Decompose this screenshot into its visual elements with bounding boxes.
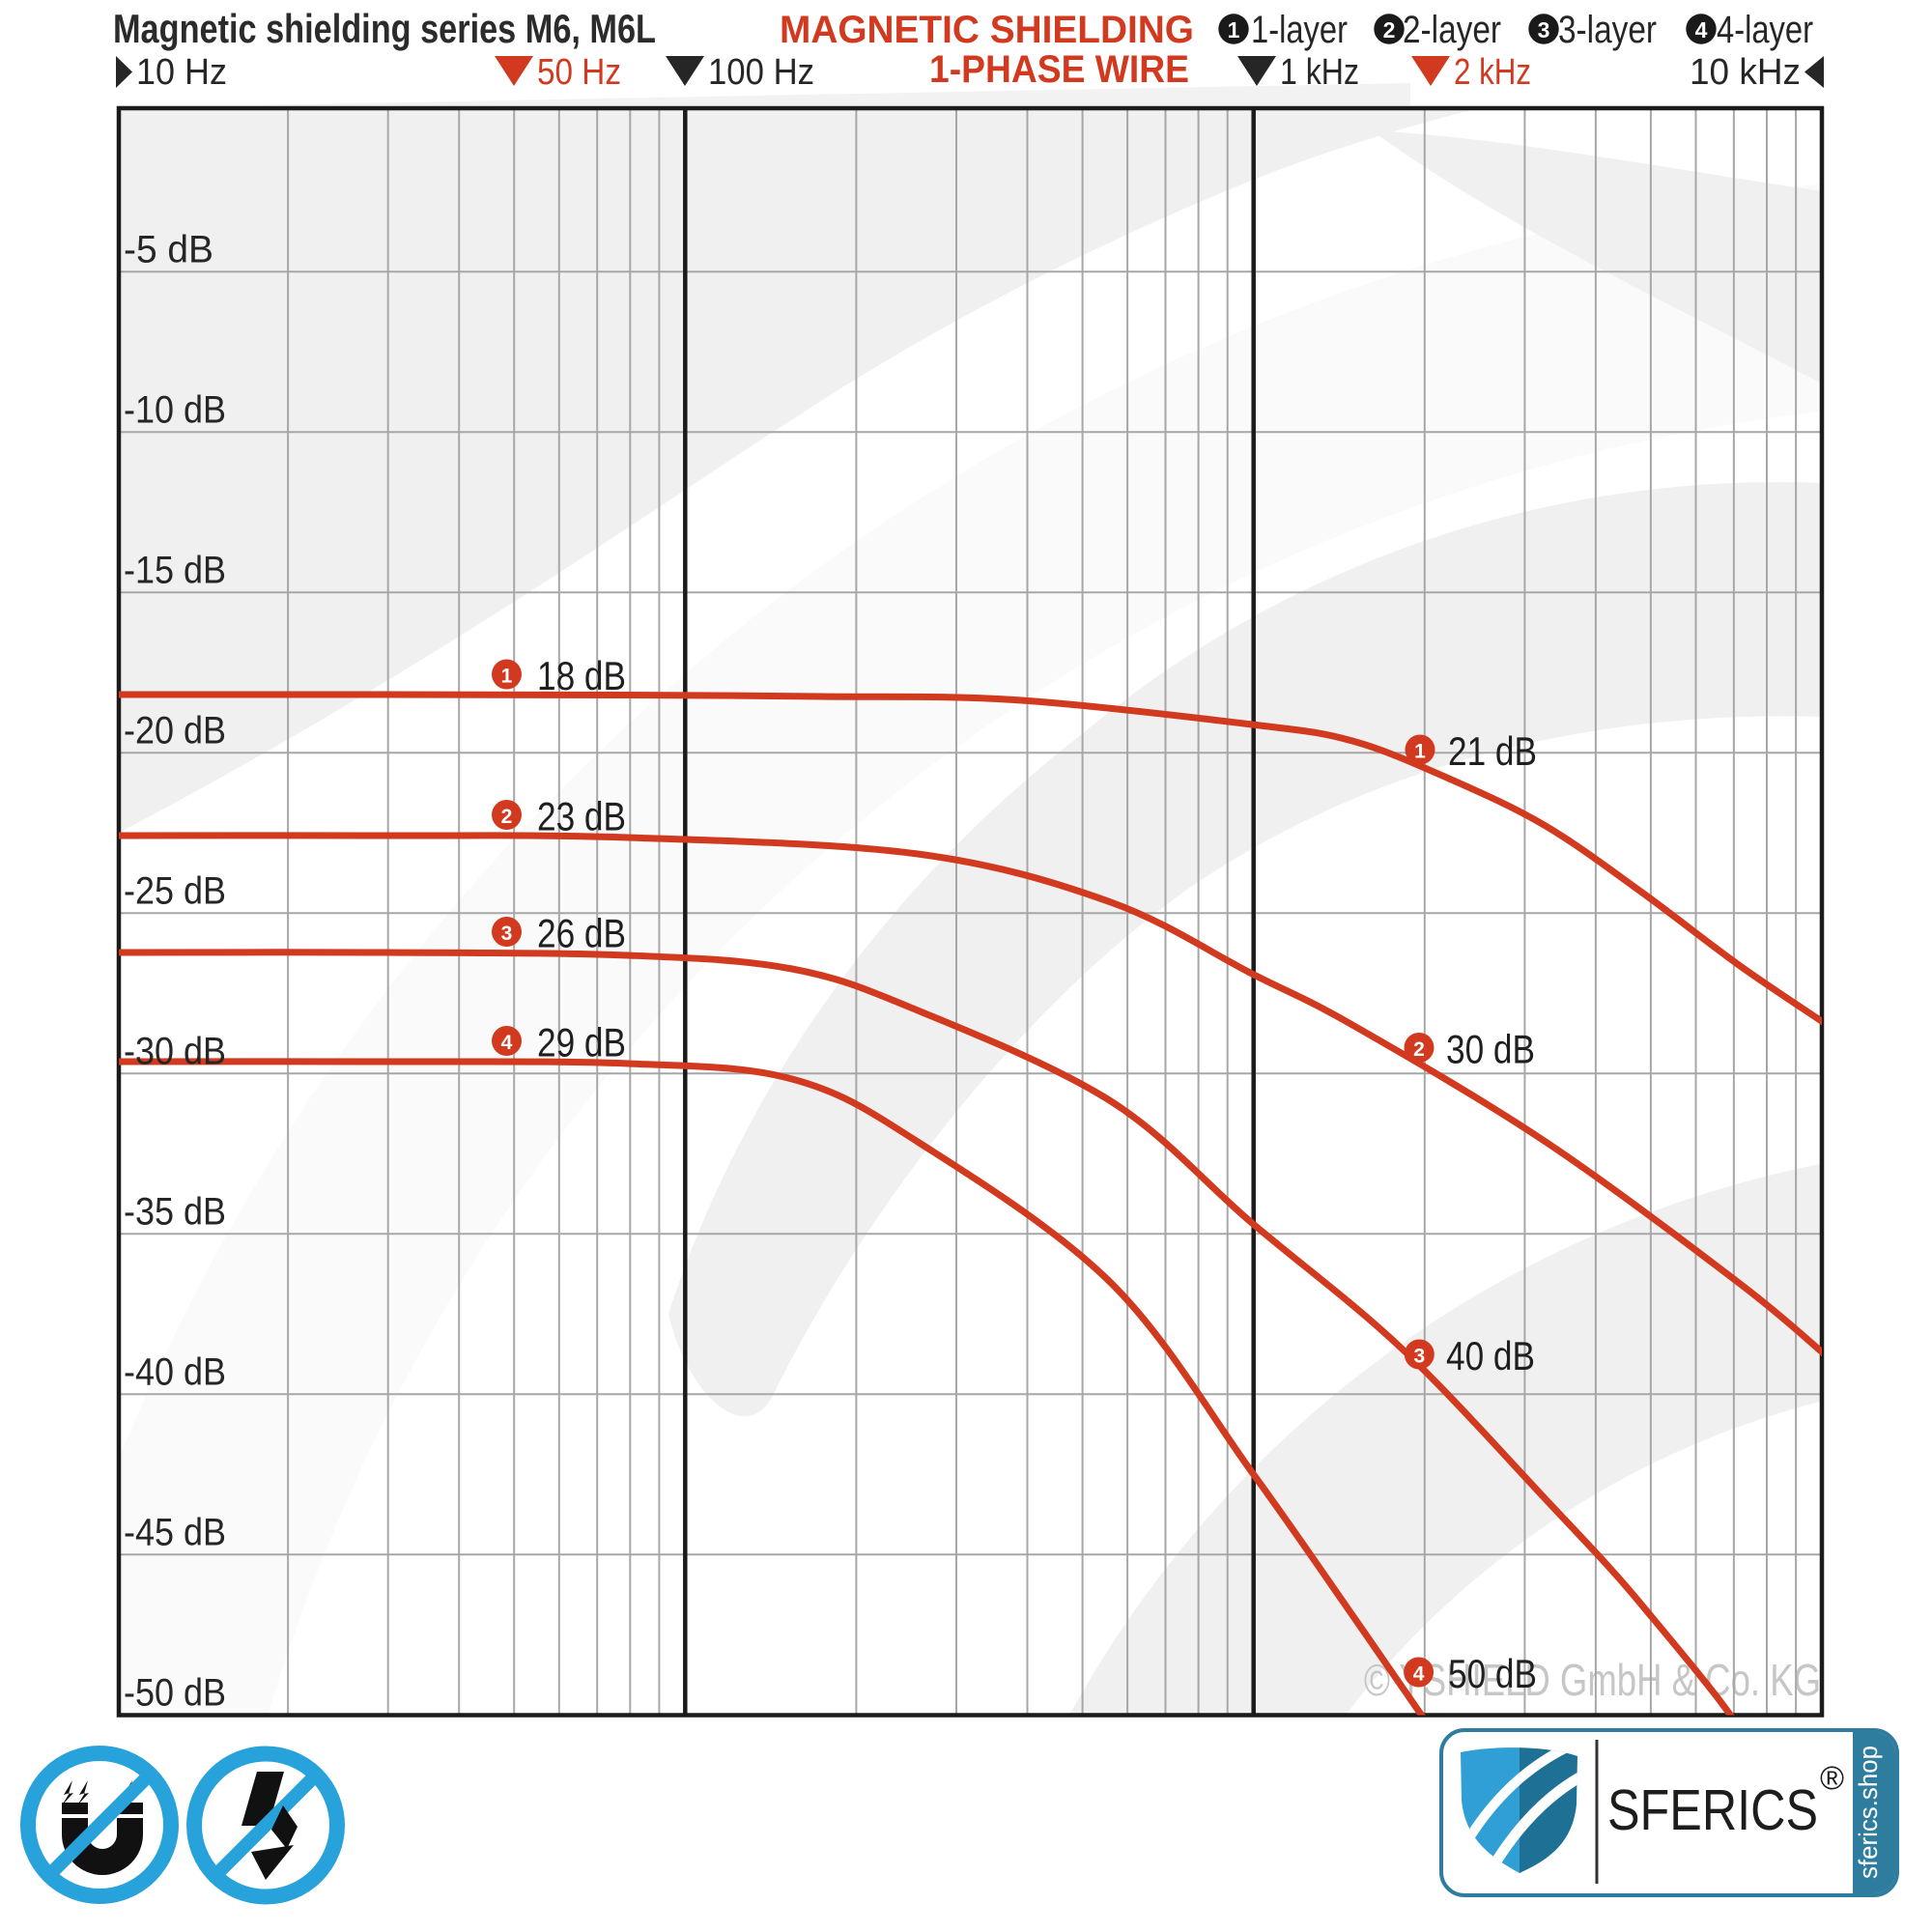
svg-text:-5 dB: -5 dB	[124, 228, 213, 270]
svg-text:10 kHz: 10 kHz	[1690, 52, 1801, 93]
svg-text:-50 dB: -50 dB	[124, 1671, 226, 1714]
svg-text:30 dB: 30 dB	[1446, 1027, 1535, 1072]
svg-text:1-PHASE WIRE: 1-PHASE WIRE	[929, 48, 1189, 91]
svg-text:4: 4	[1413, 1663, 1425, 1686]
svg-text:-20 dB: -20 dB	[124, 709, 226, 752]
svg-text:© YSHIELD GmbH & Co. KG: © YSHIELD GmbH & Co. KG	[1364, 1655, 1821, 1705]
svg-text:21 dB: 21 dB	[1448, 728, 1537, 774]
svg-text:2: 2	[1413, 1038, 1425, 1061]
svg-text:®: ®	[1820, 1760, 1844, 1797]
svg-text:26 dB: 26 dB	[537, 911, 626, 956]
svg-text:1: 1	[1228, 17, 1240, 43]
svg-text:MAGNETIC SHIELDING: MAGNETIC SHIELDING	[780, 9, 1194, 51]
svg-text:Magnetic shielding series M6,: Magnetic shielding series M6, M6L	[113, 6, 656, 51]
svg-text:sferics.shop: sferics.shop	[1854, 1746, 1883, 1879]
svg-text:50 Hz: 50 Hz	[537, 52, 621, 93]
svg-text:SFERICS: SFERICS	[1607, 1778, 1818, 1842]
svg-text:3: 3	[501, 923, 513, 945]
svg-text:1: 1	[1414, 741, 1426, 763]
svg-text:-15 dB: -15 dB	[124, 549, 226, 591]
svg-text:100 Hz: 100 Hz	[708, 52, 814, 93]
svg-text:2-layer: 2-layer	[1403, 9, 1501, 51]
svg-text:4: 4	[501, 1032, 513, 1054]
svg-text:-35 dB: -35 dB	[124, 1190, 226, 1233]
svg-text:2 kHz: 2 kHz	[1454, 52, 1531, 93]
svg-text:3: 3	[1538, 17, 1550, 43]
svg-text:1: 1	[501, 666, 513, 688]
svg-text:29 dB: 29 dB	[537, 1020, 626, 1065]
svg-text:50 dB: 50 dB	[1448, 1651, 1537, 1696]
svg-text:18 dB: 18 dB	[537, 653, 626, 698]
svg-text:10 Hz: 10 Hz	[136, 52, 227, 93]
svg-text:-25 dB: -25 dB	[124, 869, 226, 912]
svg-text:23 dB: 23 dB	[537, 794, 626, 839]
svg-text:-30 dB: -30 dB	[124, 1030, 226, 1072]
svg-text:1-layer: 1-layer	[1251, 9, 1348, 51]
svg-text:40 dB: 40 dB	[1446, 1333, 1535, 1378]
svg-text:3: 3	[1413, 1346, 1425, 1368]
svg-text:-10 dB: -10 dB	[124, 388, 226, 431]
svg-text:2: 2	[1383, 17, 1396, 43]
svg-text:3-layer: 3-layer	[1558, 9, 1657, 51]
svg-text:4-layer: 4-layer	[1717, 9, 1813, 51]
svg-text:2: 2	[501, 806, 513, 828]
svg-text:-45 dB: -45 dB	[124, 1511, 226, 1553]
svg-text:-40 dB: -40 dB	[124, 1350, 226, 1393]
svg-text:4: 4	[1695, 17, 1708, 43]
svg-text:1 kHz: 1 kHz	[1280, 52, 1359, 93]
